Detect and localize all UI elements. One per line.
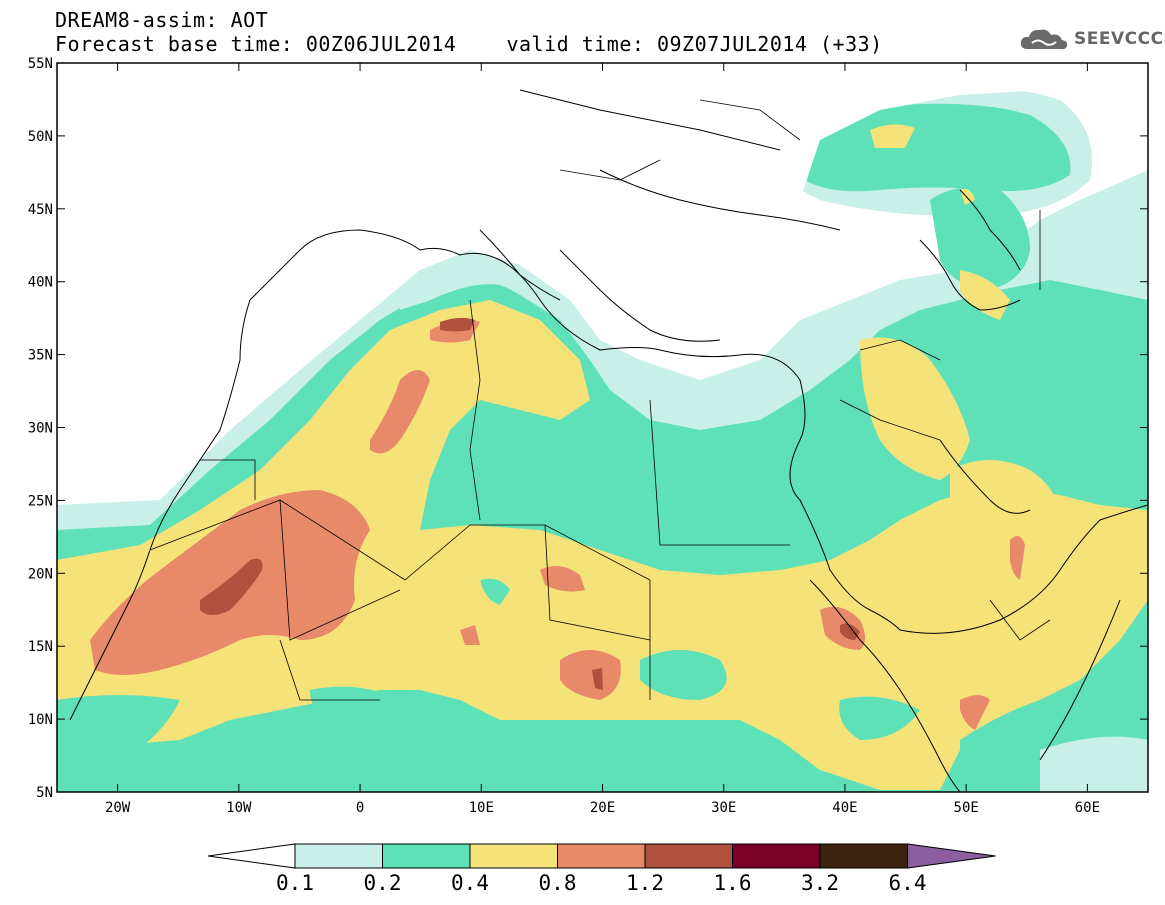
aot-contour-0-4 [57,300,1148,790]
lat-tick-label: 40N [28,275,53,291]
colorbar-swatch [294,843,383,869]
latitude-axis: 5N 10N 15N 20N 25N 30N 35N 40N 45N 50N 55N [28,56,1148,801]
aot-field [57,63,1148,792]
lat-tick-label: 25N [28,493,53,509]
lon-tick-label: 10W [226,800,252,816]
lon-tick-label: 20W [105,800,131,816]
cloud-icon [1020,29,1068,50]
colorbar-swatch [469,843,558,869]
colorbar-label: 0.1 [276,871,314,895]
colorbar-swatch [557,843,646,869]
lat-tick-label: 55N [28,56,53,72]
lat-tick-label: 10N [28,712,53,728]
forecast-time-subtitle: Forecast base time: 00Z06JUL2014 valid t… [55,32,883,56]
longitude-axis: 20W 10W 0 10E 20E 30E 40E 50E 60E [105,63,1100,816]
colorbar-swatch [819,843,908,869]
colorbar-low-arrow [207,843,296,869]
lon-tick-label: 60E [1075,800,1100,816]
lat-tick-label: 45N [28,202,53,218]
lon-tick-label: 0 [356,800,364,816]
lat-tick-label: 15N [28,639,53,655]
colorbar-label: 1.2 [626,871,664,895]
lon-tick-label: 50E [954,800,979,816]
colorbar-label: 1.6 [714,871,752,895]
lon-tick-label: 40E [832,800,857,816]
lat-tick-label: 5N [36,785,53,801]
seevccc-logo: SEEVCCC [1018,24,1164,54]
lat-tick-label: 50N [28,129,53,145]
colorbar-swatch [732,843,821,869]
colorbar: 0.1 0.2 0.4 0.8 1.2 1.6 3.2 6.4 [207,843,996,895]
colorbar-swatch [382,843,471,869]
colorbar-label: 0.2 [364,871,402,895]
colorbar-high-arrow [907,843,996,869]
country-borders [149,99,1051,701]
aot-contour-1-2 [200,558,263,615]
lon-tick-label: 10E [469,800,494,816]
colorbar-label: 0.4 [451,871,489,895]
colorbar-label: 0.8 [539,871,577,895]
lat-tick-label: 20N [28,566,53,582]
lon-tick-label: 20E [590,800,615,816]
colorbar-label: 3.2 [801,871,839,895]
map-title: DREAM8-assim: AOT [55,8,269,32]
colorbar-label: 6.4 [889,871,927,895]
lat-tick-label: 35N [28,348,53,364]
coastlines [69,89,1148,792]
lon-tick-label: 30E [711,800,736,816]
logo-text: SEEVCCC [1074,29,1164,49]
lat-tick-label: 30N [28,421,53,437]
colorbar-swatch [644,843,733,869]
